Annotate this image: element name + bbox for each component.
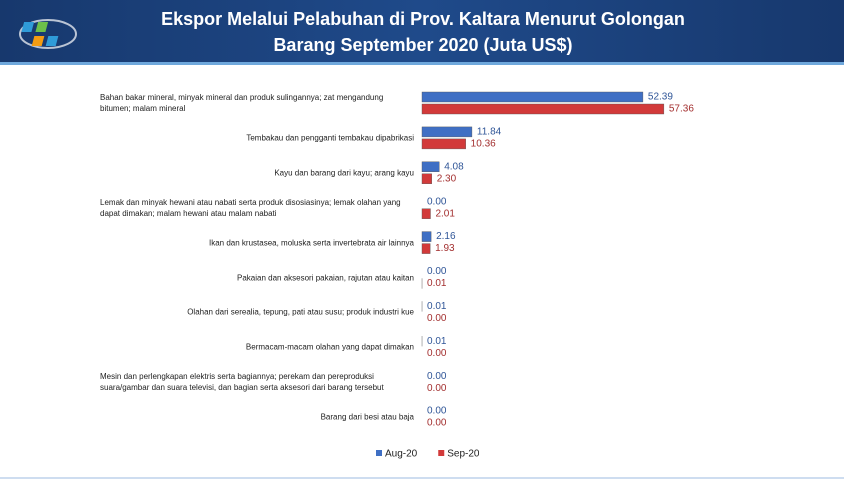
category-label: Tembakau dan pengganti tembakau dipabrik… [100, 132, 414, 143]
value-label: 4.08 [444, 161, 464, 172]
bar [421, 161, 440, 173]
legend-label: Aug-20 [385, 449, 418, 460]
value-label: 0.00 [427, 418, 447, 429]
value-label: 0.00 [427, 406, 447, 417]
header-line [0, 62, 844, 65]
category-label: Ikan dan krustasea, moluska serta invert… [100, 237, 414, 248]
value-label: 11.84 [477, 127, 502, 138]
value-label: 10.36 [471, 139, 496, 150]
category-text: Ikan dan krustasea, moluska serta invert… [209, 238, 414, 248]
category-label: Bermacam-macam olahan yang dapat dimakan [100, 342, 414, 353]
legend-label: Sep-20 [447, 449, 480, 460]
category-text: Tembakau dan pengganti tembakau dipabrik… [246, 133, 414, 143]
value-label: 1.93 [435, 243, 455, 254]
value-label: 0.00 [427, 348, 447, 359]
category-label: Lemak dan minyak hewani atau nabati sert… [100, 197, 414, 219]
bar [421, 138, 466, 150]
value-label: 2.16 [436, 231, 456, 242]
logo [19, 19, 77, 49]
category-text: Bahan bakar mineral, minyak mineral dan … [100, 93, 384, 113]
legend-swatch [376, 450, 382, 456]
value-label: 2.01 [435, 208, 455, 219]
chart-title: Ekspor Melalui Pelabuhan di Prov. Kaltar… [161, 9, 685, 55]
value-label: 0.00 [427, 313, 447, 324]
category-label: Pakaian dan aksesori pakaian, rajutan at… [100, 272, 414, 283]
bar [421, 126, 473, 138]
category-text: Lemak dan minyak hewani atau nabati sert… [100, 197, 401, 218]
bar [421, 103, 665, 115]
category-label: Mesin dan perlengkapan elektris serta ba… [100, 371, 414, 393]
bar [421, 208, 431, 219]
category-label: Bahan bakar mineral, minyak mineral dan … [100, 92, 414, 114]
category-label: Olahan dari serealia, tepung, pati atau … [100, 307, 414, 318]
legend-swatch [438, 450, 445, 456]
category-text: Olahan dari serealia, tepung, pati atau … [187, 307, 414, 317]
value-label: 0.00 [427, 383, 447, 394]
bar [421, 243, 431, 254]
value-label: 52.39 [648, 92, 673, 103]
category-label: Barang dari besi atau baja [100, 412, 414, 423]
category-label: Kayu dan barang dari kayu; arang kayu [100, 167, 414, 178]
value-label: 0.00 [427, 371, 447, 382]
category-text: Bermacam-macam olahan yang dapat dimakan [245, 342, 414, 352]
category-text: Barang dari besi atau baja [320, 412, 414, 422]
value-label: 2.30 [437, 173, 457, 184]
bar [421, 91, 644, 103]
category-text: Mesin dan perlengkapan elektris serta ba… [100, 372, 384, 393]
value-label: 57.36 [669, 104, 694, 115]
bar [421, 231, 432, 242]
bar [421, 173, 432, 185]
category-text: Pakaian dan aksesori pakaian, rajutan at… [236, 273, 414, 282]
header [0, 0, 844, 62]
value-label: 0.01 [427, 278, 447, 289]
value-label: 0.00 [427, 266, 447, 277]
value-label: 0.00 [427, 196, 447, 207]
category-text: Kayu dan barang dari kayu; arang kayu [274, 168, 414, 178]
value-label: 0.01 [427, 336, 447, 347]
value-label: 0.01 [427, 301, 447, 312]
